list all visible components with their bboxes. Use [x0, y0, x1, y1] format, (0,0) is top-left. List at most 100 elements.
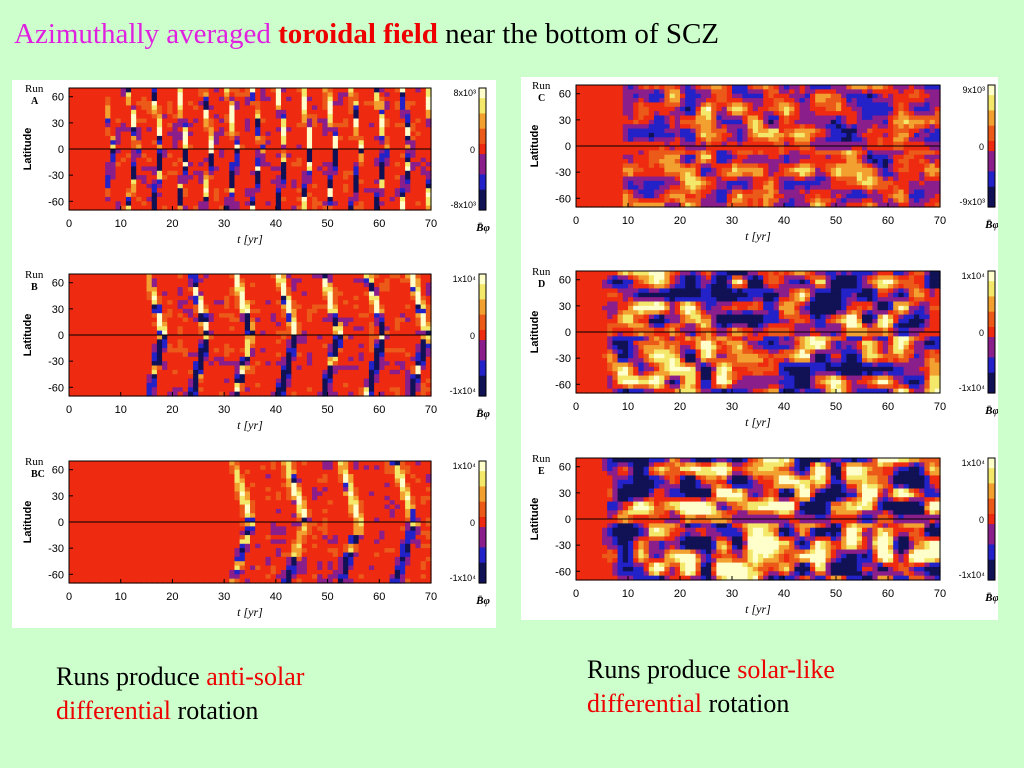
- heatmap-cell: [379, 92, 386, 98]
- heatmap-cell: [410, 105, 417, 111]
- heatmap-cell: [74, 387, 80, 393]
- heatmap-cell: [84, 135, 91, 141]
- heatmap-cell: [198, 308, 205, 314]
- heatmap-cell: [79, 369, 86, 375]
- heatmap-cell: [110, 356, 117, 362]
- heatmap-cell: [172, 348, 179, 354]
- heatmap-cell: [389, 295, 396, 301]
- heatmap-cell: [405, 282, 411, 288]
- heatmap-cell: [120, 321, 127, 327]
- heatmap-cell: [270, 105, 277, 111]
- heatmap-cell: [156, 361, 163, 367]
- heatmap-cell: [337, 135, 344, 141]
- heatmap-cell: [265, 365, 272, 371]
- heatmap-cell: [322, 175, 329, 181]
- heatmap-cell: [239, 109, 246, 115]
- heatmap-cell: [322, 387, 329, 393]
- heatmap-cell: [69, 118, 75, 124]
- heatmap-cell: [348, 101, 355, 107]
- heatmap-cell: [384, 374, 391, 380]
- heatmap-cell: [162, 122, 168, 128]
- heatmap-cell: [250, 144, 256, 150]
- heatmap-cell: [120, 205, 127, 211]
- heatmap-cell: [306, 183, 313, 189]
- heatmap-cell: [198, 495, 205, 501]
- heatmap-cell: [286, 196, 292, 202]
- heatmap-cell: [141, 369, 148, 375]
- heatmap-cell: [84, 92, 91, 98]
- heatmap-cell: [379, 192, 386, 198]
- heatmap-cell: [131, 374, 137, 380]
- heatmap-cell: [84, 543, 91, 549]
- heatmap-cell: [379, 183, 386, 189]
- heatmap-cell: [213, 157, 220, 163]
- heatmap-cell: [131, 487, 137, 493]
- heatmap-cell: [136, 291, 142, 297]
- heatmap-cell: [218, 530, 225, 536]
- heatmap-cell: [156, 517, 163, 523]
- heatmap-cell: [136, 278, 142, 284]
- heatmap-cell: [218, 321, 225, 327]
- heatmap-cell: [110, 179, 117, 185]
- heatmap-cell: [89, 552, 96, 558]
- heatmap-cell: [224, 365, 230, 371]
- heatmap-cell: [301, 144, 308, 150]
- heatmap-cell: [234, 374, 241, 380]
- x-tick-label: 70: [425, 218, 437, 230]
- heatmap-cell: [125, 339, 132, 345]
- heatmap-cell: [193, 461, 199, 466]
- heatmap-cell: [327, 278, 334, 284]
- heatmap-cell: [125, 569, 132, 575]
- heatmap-cell: [348, 391, 355, 397]
- heatmap-cell: [343, 369, 349, 375]
- heatmap-cell: [193, 170, 199, 176]
- heatmap-cell: [301, 317, 308, 323]
- heatmap-cell: [229, 469, 236, 475]
- heatmap-cell: [234, 526, 241, 532]
- heatmap-cell: [74, 335, 80, 340]
- heatmap-cell: [167, 343, 174, 349]
- heatmap-cell: [239, 361, 246, 367]
- heatmap-cell: [415, 287, 422, 293]
- heatmap-cell: [399, 205, 406, 211]
- heatmap-cell: [136, 517, 142, 523]
- heatmap-cell: [94, 135, 101, 141]
- heatmap-cell: [374, 188, 380, 194]
- heatmap-cell: [79, 308, 86, 314]
- heatmap-cell: [229, 374, 236, 380]
- heatmap-cell: [208, 274, 215, 279]
- heatmap-cell: [89, 387, 96, 393]
- heatmap-cell: [84, 196, 91, 202]
- heatmap-cell: [405, 278, 411, 284]
- heatmap-cell: [203, 574, 210, 580]
- heatmap-cell: [162, 469, 168, 475]
- heatmap-cell: [105, 295, 111, 301]
- heatmap-cell: [312, 343, 318, 349]
- heatmap-cell: [224, 561, 230, 567]
- heatmap-cell: [420, 196, 427, 202]
- heatmap-cell: [218, 109, 225, 115]
- heatmap-cell: [84, 278, 91, 284]
- heatmap-cell: [244, 162, 251, 168]
- heatmap-cell: [105, 291, 111, 297]
- heatmap-cell: [281, 387, 287, 393]
- heatmap-cell: [187, 378, 194, 384]
- heatmap-cell: [218, 330, 225, 336]
- heatmap-cell: [115, 500, 122, 506]
- heatmap-cell: [151, 504, 158, 510]
- heatmap-cell: [198, 109, 205, 115]
- heatmap-cell: [203, 192, 210, 198]
- heatmap-cell: [286, 387, 292, 393]
- heatmap-cell: [79, 196, 86, 202]
- heatmap-cell: [425, 317, 432, 323]
- heatmap-cell: [405, 157, 411, 163]
- heatmap-cell: [131, 535, 137, 541]
- heatmap-cell: [146, 478, 153, 484]
- heatmap-cell: [306, 170, 313, 176]
- heatmap-cell: [213, 101, 220, 107]
- heatmap-cell: [389, 335, 396, 340]
- heatmap-cell: [100, 135, 106, 141]
- heatmap-cell: [198, 335, 205, 340]
- heatmap-cell: [384, 391, 391, 397]
- heatmap-cell: [156, 192, 163, 198]
